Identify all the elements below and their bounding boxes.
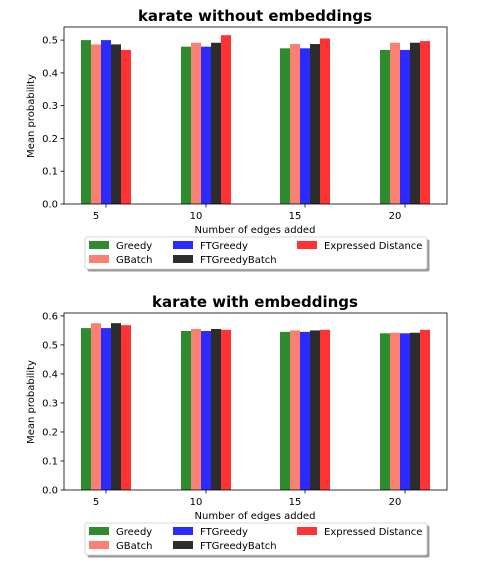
chart-1-xtick-label: 20 xyxy=(389,211,402,222)
chart-1-bar-ftgreedy-15 xyxy=(300,48,310,204)
chart-2-ytick-label: 0.1 xyxy=(42,456,58,467)
chart-1-bar-gbatch-5 xyxy=(91,44,101,204)
chart-1-ylabel: Mean probability xyxy=(26,74,37,158)
chart-1-bar-greedy-10 xyxy=(181,46,191,204)
chart-1-bar-expressed-distance-20 xyxy=(420,41,430,204)
chart-1-ytick-label: 0.1 xyxy=(42,167,58,178)
chart-1-legend-swatch xyxy=(89,255,109,263)
chart-1-bar-expressed-distance-15 xyxy=(320,38,330,204)
chart-2-legend-swatch xyxy=(173,527,193,535)
chart-1-plot-area: 0.0 0.1 0.2 0.3 0.4 0.5 5 10 15 20 xyxy=(42,26,448,222)
chart-1-bar-ftgreedy-5 xyxy=(101,40,111,204)
chart-1-bar-gbatch-10 xyxy=(191,42,201,204)
chart-1-title: karate without embeddings xyxy=(138,7,372,25)
chart-2-bar-gbatch-5 xyxy=(91,323,101,490)
chart-1-legend-swatch xyxy=(89,241,109,249)
chart-1-bar-greedy-15 xyxy=(280,48,290,204)
chart-2-bar-greedy-10 xyxy=(181,330,191,490)
chart-1-xlabel: Number of edges added xyxy=(195,225,316,236)
chart-1-axes-frame xyxy=(63,26,448,205)
chart-2-bar-gbatch-20 xyxy=(390,332,400,490)
chart-2-bar-gbatch-10 xyxy=(191,328,201,490)
chart-2-legend-swatch xyxy=(89,541,109,549)
chart-1-xtick-label: 10 xyxy=(190,211,203,222)
chart-2-title: karate with embeddings xyxy=(152,293,358,311)
chart-1-legend-label: FTGreedy xyxy=(200,241,248,252)
chart-1-legend: Greedy GBatch FTGreedy FTGreedyBatch Express… xyxy=(84,236,430,272)
chart-2-bar-ftgreedy-10 xyxy=(201,330,211,490)
chart-2-ytick-label: 0.3 xyxy=(42,398,58,409)
chart-1-bar-greedy-5 xyxy=(81,40,91,204)
chart-2-legend: Greedy GBatch FTGreedy FTGreedyBatch Express… xyxy=(84,522,430,558)
chart-2-legend-label: FTGreedy xyxy=(200,527,248,538)
chart-1-xtick-label: 15 xyxy=(289,211,302,222)
chart-2-ytick-label: 0.5 xyxy=(42,340,58,351)
chart-1-xtick-label: 5 xyxy=(93,211,99,222)
chart-1-bar-ftgreedybatch-20 xyxy=(410,42,420,204)
chart-1-bar-ftgreedybatch-5 xyxy=(111,44,121,204)
chart-2-bar-ftgreedy-15 xyxy=(300,331,310,490)
chart-2-bar-expressed-distance-15 xyxy=(320,329,330,490)
chart-1-ytick-label: 0.0 xyxy=(42,200,58,211)
chart-1-legend-swatch xyxy=(173,255,193,263)
chart-1-ytick-label: 0.3 xyxy=(42,101,58,112)
chart-1-legend-label: GBatch xyxy=(116,255,153,266)
chart-2-legend-swatch xyxy=(297,527,317,535)
chart-2-axes-frame xyxy=(63,312,448,491)
chart-2-xlabel: Number of edges added xyxy=(195,511,316,522)
chart-2-ytick-label: 0.0 xyxy=(42,486,58,497)
chart-2-bar-ftgreedy-5 xyxy=(101,328,111,490)
chart-2-bar-ftgreedy-20 xyxy=(400,333,410,490)
chart-2-legend-label: Greedy xyxy=(116,527,152,538)
chart-1-legend-box xyxy=(84,236,428,270)
chart-2-xtick-label: 15 xyxy=(289,497,302,508)
chart-2-ylabel: Mean probability xyxy=(26,360,37,444)
chart-2-bar-expressed-distance-10 xyxy=(221,329,231,490)
chart-1-ytick-label: 0.5 xyxy=(42,36,58,47)
chart-1-bar-ftgreedy-20 xyxy=(400,49,410,204)
chart-2-xtick-label: 20 xyxy=(389,497,402,508)
chart-1-legend-swatch xyxy=(173,241,193,249)
chart-2-bar-greedy-20 xyxy=(380,333,390,490)
chart-2-bar-ftgreedybatch-5 xyxy=(111,323,121,490)
chart-2-bar-greedy-5 xyxy=(81,328,91,490)
chart-2-bar-expressed-distance-20 xyxy=(420,329,430,490)
chart-2-legend-swatch xyxy=(173,541,193,549)
chart-2-bar-ftgreedybatch-10 xyxy=(211,328,221,490)
chart-1-bar-expressed-distance-10 xyxy=(221,35,231,204)
chart-1-legend-label: FTGreedyBatch xyxy=(200,255,277,266)
chart-2-bar-greedy-15 xyxy=(280,331,290,490)
chart-1-ytick-label: 0.2 xyxy=(42,134,58,145)
chart-1-bar-greedy-20 xyxy=(380,49,390,204)
chart-2-xtick-label: 5 xyxy=(93,497,99,508)
chart-1-legend-swatch xyxy=(297,241,317,249)
chart-2-bar-expressed-distance-5 xyxy=(121,325,131,490)
chart-2-bar-ftgreedybatch-15 xyxy=(310,330,320,490)
chart-2-ytick-label: 0.6 xyxy=(42,311,58,322)
chart-1-legend-label: Greedy xyxy=(116,241,152,252)
chart-1-bar-expressed-distance-5 xyxy=(121,49,131,204)
chart-1-bar-ftgreedy-10 xyxy=(201,46,211,204)
chart-2-legend-swatch xyxy=(89,527,109,535)
chart-2-ytick-label: 0.4 xyxy=(42,369,58,380)
chart-1-legend-label: Expressed Distance xyxy=(324,241,422,252)
chart-2-bar-ftgreedybatch-20 xyxy=(410,332,420,490)
chart-2-plot-area: 0.0 0.1 0.2 0.3 0.4 0.5 0.6 5 10 15 20 xyxy=(42,311,448,508)
chart-2-legend-box xyxy=(84,522,428,556)
chart-2-bar-gbatch-15 xyxy=(290,330,300,490)
chart-2-legend-label: Expressed Distance xyxy=(324,527,422,538)
chart-1-bar-gbatch-20 xyxy=(390,42,400,204)
chart-1-bar-ftgreedybatch-10 xyxy=(211,42,221,204)
chart-2-legend-label: GBatch xyxy=(116,541,153,552)
chart-1-bar-ftgreedybatch-15 xyxy=(310,44,320,204)
chart-2-ytick-label: 0.2 xyxy=(42,427,58,438)
chart-1-ytick-label: 0.4 xyxy=(42,68,58,79)
chart-2-legend-label: FTGreedyBatch xyxy=(200,541,277,552)
chart-1-bar-gbatch-15 xyxy=(290,44,300,204)
chart-2-xtick-label: 10 xyxy=(190,497,203,508)
